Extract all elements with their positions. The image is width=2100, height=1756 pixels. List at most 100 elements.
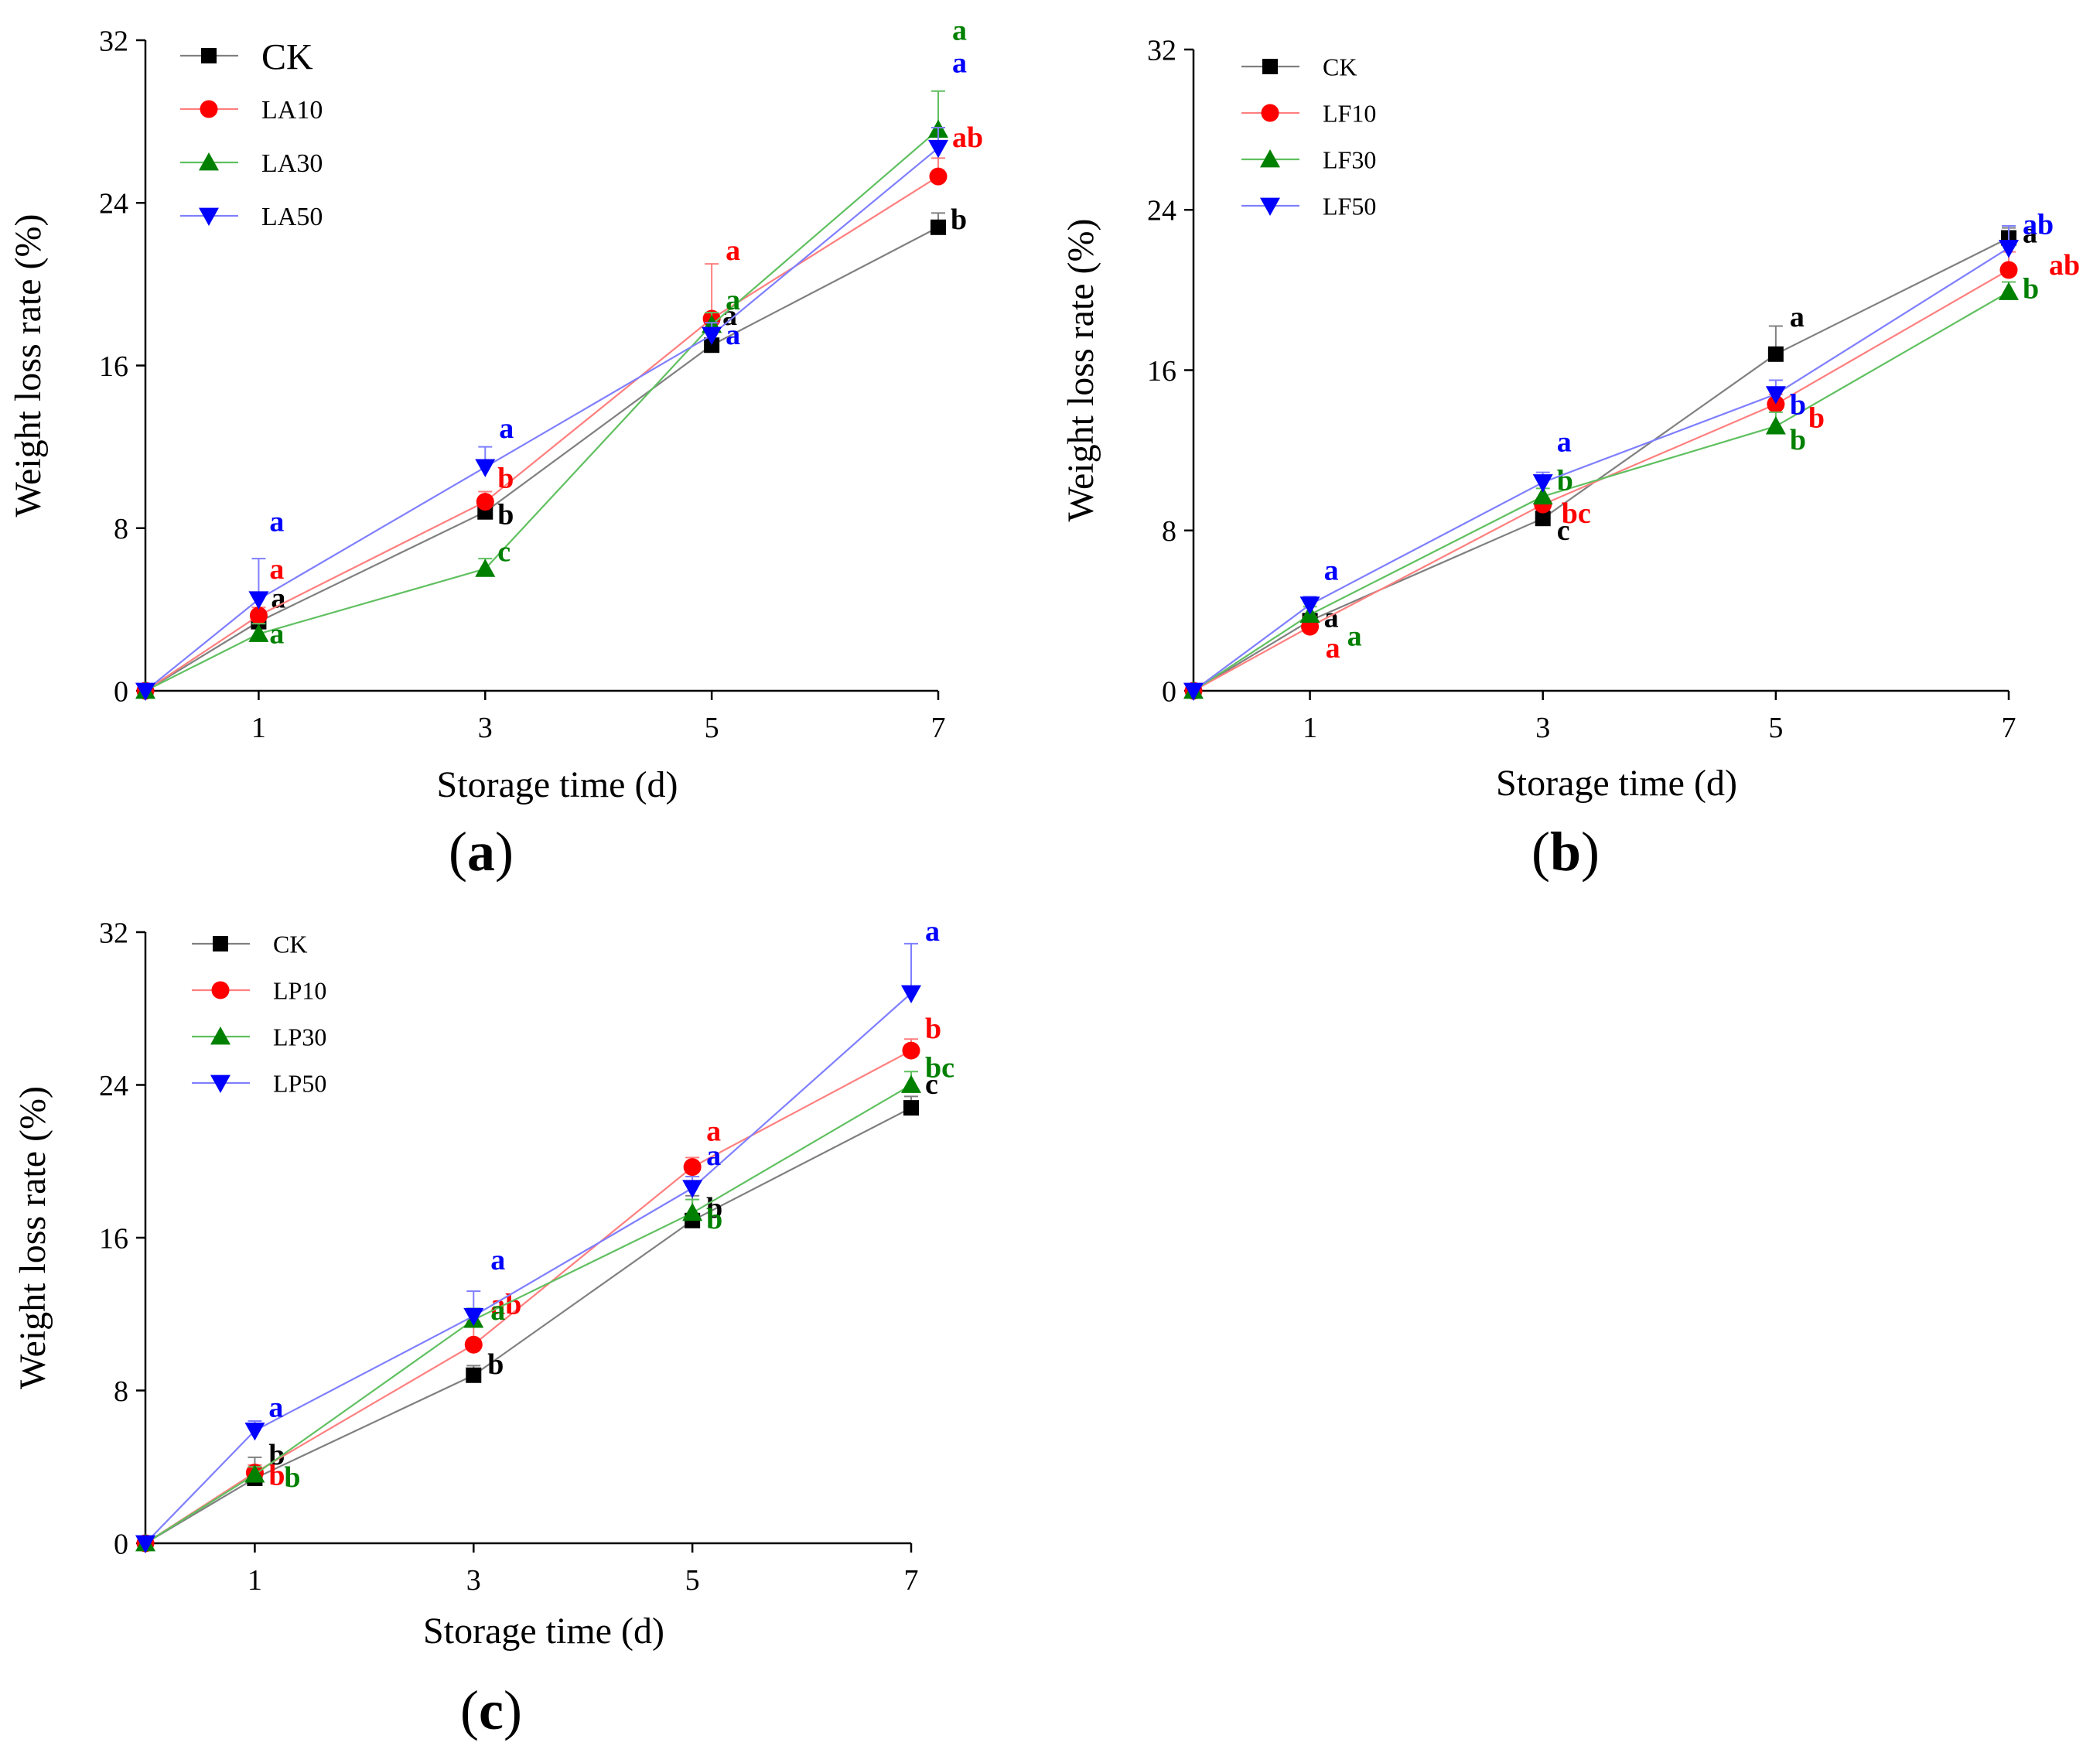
- significance-letter: b: [1808, 402, 1825, 435]
- legend-marker: [1260, 197, 1280, 216]
- significance-letter: a: [925, 915, 940, 948]
- legend-label: CK: [261, 36, 313, 77]
- legend-item-LA30: LA30: [180, 149, 323, 178]
- y-tick-label: 16: [99, 1222, 128, 1255]
- significance-letter: ab: [952, 121, 983, 154]
- data-point: [476, 493, 494, 511]
- data-point: [702, 326, 722, 346]
- data-point: [902, 1041, 920, 1060]
- axes: 0 8 16 24 32 1 3 5 7: [99, 917, 919, 1597]
- data-point: [466, 1367, 482, 1383]
- data-point: [683, 1158, 702, 1177]
- data-point: [1765, 416, 1786, 435]
- legend-item-LF50: LF50: [1241, 193, 1376, 220]
- significance-letter: b: [497, 499, 514, 531]
- y-tick-label: 8: [114, 513, 128, 545]
- significance-letter: b: [268, 1439, 285, 1471]
- legend-item-LA50: LA50: [180, 203, 323, 231]
- legend-label: LP50: [273, 1070, 326, 1098]
- data-point: [248, 623, 269, 642]
- significance-letter: a: [1324, 601, 1339, 634]
- data-point: [928, 139, 948, 159]
- data-point: [464, 1335, 483, 1354]
- significance-letter: a: [269, 553, 284, 586]
- data-point: [475, 559, 496, 577]
- data-point: [929, 167, 948, 186]
- legend-label: LA30: [261, 149, 323, 178]
- legend-marker: [199, 207, 219, 226]
- data-point: [1999, 240, 2019, 258]
- significance-letter: b: [1557, 465, 1573, 497]
- legend-label: LF10: [1323, 100, 1376, 128]
- significance-letter: bc: [925, 1052, 954, 1085]
- significance-letter: bc: [1562, 497, 1591, 530]
- significance-letter: b: [284, 1461, 300, 1494]
- y-tick-label: 0: [1162, 675, 1176, 708]
- y-tick-label: 16: [99, 350, 128, 383]
- data-point: [704, 337, 720, 354]
- legend-label: LA50: [261, 203, 323, 231]
- significance-letter: a: [490, 1244, 505, 1276]
- y-axis-label: Weight loss rate (%): [8, 214, 49, 517]
- significance-letter: ab: [2049, 249, 2080, 282]
- y-axis-label: Weight loss rate (%): [1060, 218, 1101, 521]
- significance-letter: a: [269, 617, 284, 650]
- data-point: [135, 1535, 155, 1553]
- legend-marker: [210, 1027, 230, 1045]
- panel-label-c: (c): [460, 1679, 522, 1741]
- legend-marker: [1261, 104, 1279, 122]
- data-point: [244, 1422, 265, 1441]
- data-point: [1535, 511, 1551, 527]
- significance-letter: b: [706, 1203, 722, 1235]
- legend-marker: [200, 100, 218, 118]
- x-tick-label: 1: [1303, 712, 1317, 744]
- legend-item-CK: CK: [1241, 53, 1357, 81]
- legend-marker: [1260, 149, 1280, 168]
- data-point: [903, 1100, 919, 1116]
- significance-letter: a: [726, 319, 740, 351]
- data-point: [463, 1307, 484, 1327]
- y-tick-label: 32: [99, 917, 128, 949]
- significance-letter: b: [706, 1192, 722, 1225]
- legend-label: LP10: [273, 977, 326, 1005]
- data-point: [1999, 282, 2019, 300]
- legend-label: CK: [273, 931, 307, 958]
- legend-marker: [199, 152, 219, 171]
- x-tick-label: 5: [705, 712, 719, 744]
- legend-item-CK: CK: [180, 36, 313, 77]
- data-point: [135, 682, 155, 701]
- significance-letter: b: [1790, 389, 1806, 422]
- data-point: [248, 591, 269, 610]
- x-axis-label: Storage time (d): [423, 1611, 664, 1652]
- x-tick-label: 7: [2002, 712, 2016, 744]
- significance-letter: b: [268, 1460, 285, 1492]
- x-axis-label: Storage time (d): [1496, 763, 1737, 804]
- significance-letter: a: [1326, 632, 1340, 664]
- data-point: [249, 606, 268, 625]
- data-point: [1999, 261, 2018, 279]
- panel-label-b: (b): [1531, 821, 1600, 883]
- significance-letter: a: [1790, 301, 1805, 333]
- x-tick-label: 1: [251, 712, 266, 744]
- legend-item-LF30: LF30: [1241, 146, 1376, 174]
- significance-letter: a: [499, 412, 514, 445]
- legend: CK LP10 LP30 LP50: [192, 931, 326, 1098]
- y-tick-label: 24: [99, 188, 128, 220]
- significance-letter: a: [706, 1139, 721, 1172]
- chart-panel-c: 0 8 16 24 32 1 3 5 7 Storage time (d) Weight loss …: [12, 915, 954, 1652]
- chart-panel-b: 0 8 16 24 32 1 3 5 7 Storage time (d) Weight loss …: [1060, 34, 2080, 804]
- significance-letter: ab: [2023, 208, 2054, 241]
- y-tick-label: 24: [1147, 195, 1176, 227]
- data-point: [1765, 386, 1786, 405]
- legend-label: LA10: [261, 96, 323, 125]
- significance-letter: b: [2023, 272, 2039, 305]
- significance-letter: b: [925, 1013, 941, 1045]
- y-tick-label: 0: [114, 675, 128, 708]
- legend-marker: [210, 1074, 230, 1093]
- significance-letter: b: [487, 1348, 504, 1381]
- legend-item-LA10: LA10: [180, 96, 323, 125]
